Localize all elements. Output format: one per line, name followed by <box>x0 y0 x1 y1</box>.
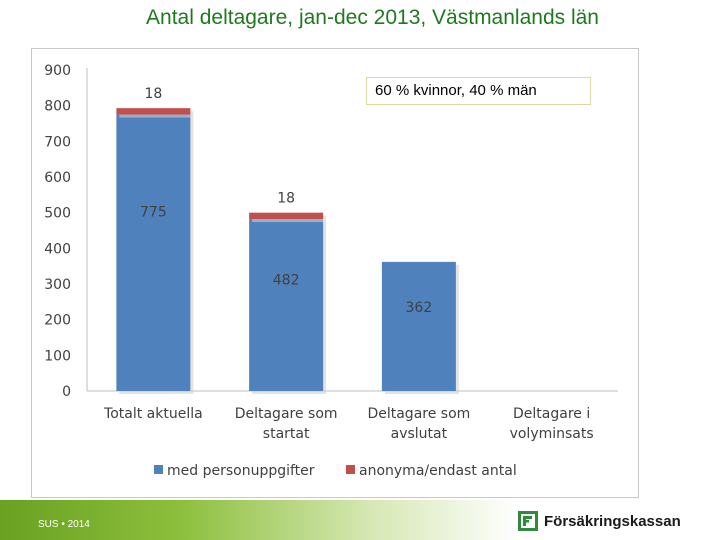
x-category-label: Deltagare som <box>235 406 338 422</box>
y-tick-label: 200 <box>44 313 71 329</box>
brand-icon <box>518 511 538 531</box>
footer-text: SUS • 2014 <box>38 519 90 530</box>
legend-swatch <box>154 465 163 474</box>
legend-label: anonyma/endast antal <box>359 463 517 479</box>
y-tick-label: 500 <box>44 206 71 222</box>
data-label: 362 <box>406 300 433 316</box>
y-tick-label: 400 <box>44 241 71 257</box>
legend-swatch <box>346 465 355 474</box>
footer-bar <box>0 500 720 540</box>
bar-med-personuppgifter <box>249 219 324 391</box>
slide-title: Antal deltagare, jan-dec 2013, Västmanla… <box>146 6 599 29</box>
x-category-label: volyminsats <box>510 426 594 442</box>
brand-logo: Försäkringskassan <box>518 510 681 532</box>
y-tick-label: 900 <box>44 63 71 79</box>
bar-anonyma <box>249 212 324 220</box>
data-label: 775 <box>140 204 167 220</box>
bar-chart: 0 100 200 300 400 500 600 700 800 900 775 18 Totalt … <box>44 63 618 479</box>
y-tick-label: 300 <box>44 277 71 293</box>
bar-med-personuppgifter <box>116 114 191 391</box>
x-category-label: startat <box>263 426 310 442</box>
data-label: 482 <box>273 272 300 288</box>
x-category-label: Deltagare i <box>513 406 590 422</box>
legend-label: med personuppgifter <box>167 463 315 479</box>
y-tick-label: 600 <box>44 170 71 186</box>
chart-area: 0 100 200 300 400 500 600 700 800 900 775 18 Totalt … <box>31 48 639 498</box>
x-category-label: avslutat <box>391 426 448 442</box>
note-box: 60 % kvinnor, 40 % män <box>366 77 591 105</box>
y-tick-label: 800 <box>44 99 71 115</box>
y-tick-label: 700 <box>44 134 71 150</box>
data-label: 18 <box>144 86 162 102</box>
x-category-label: Deltagare som <box>367 406 470 422</box>
bar-anonyma <box>116 108 191 115</box>
data-label: 18 <box>277 191 295 207</box>
x-category-label: Totalt aktuella <box>103 406 203 422</box>
brand-name: Försäkringskassan <box>544 512 681 530</box>
y-tick-label: 0 <box>62 384 71 400</box>
y-tick-label: 100 <box>44 348 71 364</box>
bar-med-personuppgifter <box>381 261 456 391</box>
